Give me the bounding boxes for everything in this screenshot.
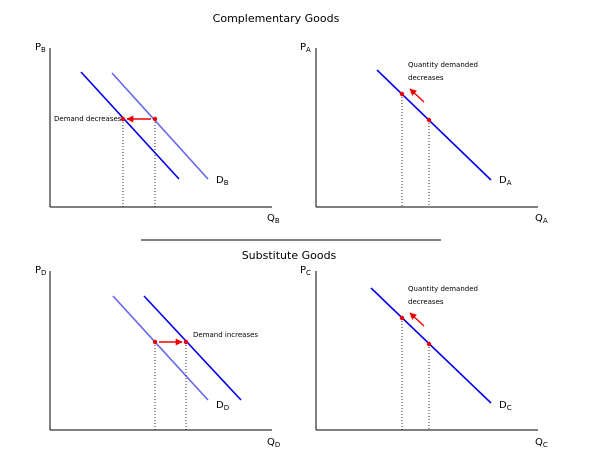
panel-d-demand-shifted bbox=[143, 295, 242, 401]
substitute-title: Substitute Goods bbox=[242, 249, 337, 262]
panel-c-note-line2: decreases bbox=[408, 298, 444, 306]
panel-a-y-label: PA bbox=[300, 42, 311, 54]
panel-c-point-new bbox=[399, 315, 405, 321]
panel-c-x-label: QC bbox=[535, 437, 548, 449]
panel-d-curve-label: DD bbox=[216, 400, 229, 412]
panel-a-note-line2: decreases bbox=[408, 74, 444, 82]
panel-a-curve-label: DA bbox=[499, 175, 512, 187]
panel-d-point-old bbox=[152, 339, 158, 345]
panel-d-demand-original bbox=[112, 295, 209, 401]
panel-a-point-new bbox=[399, 91, 405, 97]
panel-a-point-old bbox=[426, 117, 432, 123]
panel-d-note: Demand increases bbox=[193, 331, 258, 339]
panel-b-demand-shifted bbox=[80, 71, 180, 180]
panel-d-x-label: QD bbox=[267, 437, 280, 449]
panel-b-curve-label: DB bbox=[216, 175, 229, 187]
panel-b-demand-original bbox=[111, 72, 209, 180]
panel-a: PA QA Quantity demanded decreases DA bbox=[300, 42, 548, 225]
panel-a-demand-curve bbox=[376, 69, 492, 181]
panel-b-y-label: PB bbox=[35, 42, 46, 54]
panel-c-point-old bbox=[426, 341, 432, 347]
panel-d-point-new bbox=[183, 339, 189, 345]
panel-b-x-label: QB bbox=[267, 213, 280, 225]
panel-b-point-old bbox=[152, 116, 158, 122]
panel-c-demand-curve bbox=[370, 287, 492, 404]
panel-a-x-label: QA bbox=[535, 213, 548, 225]
complementary-title: Complementary Goods bbox=[213, 12, 340, 25]
panel-c-note-line1: Quantity demanded bbox=[408, 285, 478, 293]
panel-b-point-new bbox=[120, 116, 126, 122]
panel-c-movement-arrow bbox=[409, 312, 425, 327]
panel-c-curve-label: DC bbox=[499, 400, 512, 412]
panel-b-note: Demand decreases bbox=[54, 115, 122, 123]
panel-d-y-label: PD bbox=[35, 265, 46, 277]
panel-b: PB QB Demand decreases DB bbox=[35, 42, 280, 225]
panel-c-y-label: PC bbox=[300, 265, 311, 277]
panel-c: PC QC Quantity demanded decreases DC bbox=[300, 265, 548, 449]
panel-a-movement-arrow bbox=[409, 88, 425, 103]
panel-a-note-line1: Quantity demanded bbox=[408, 61, 478, 69]
panel-d: PD QD Demand increases DD bbox=[35, 265, 280, 449]
